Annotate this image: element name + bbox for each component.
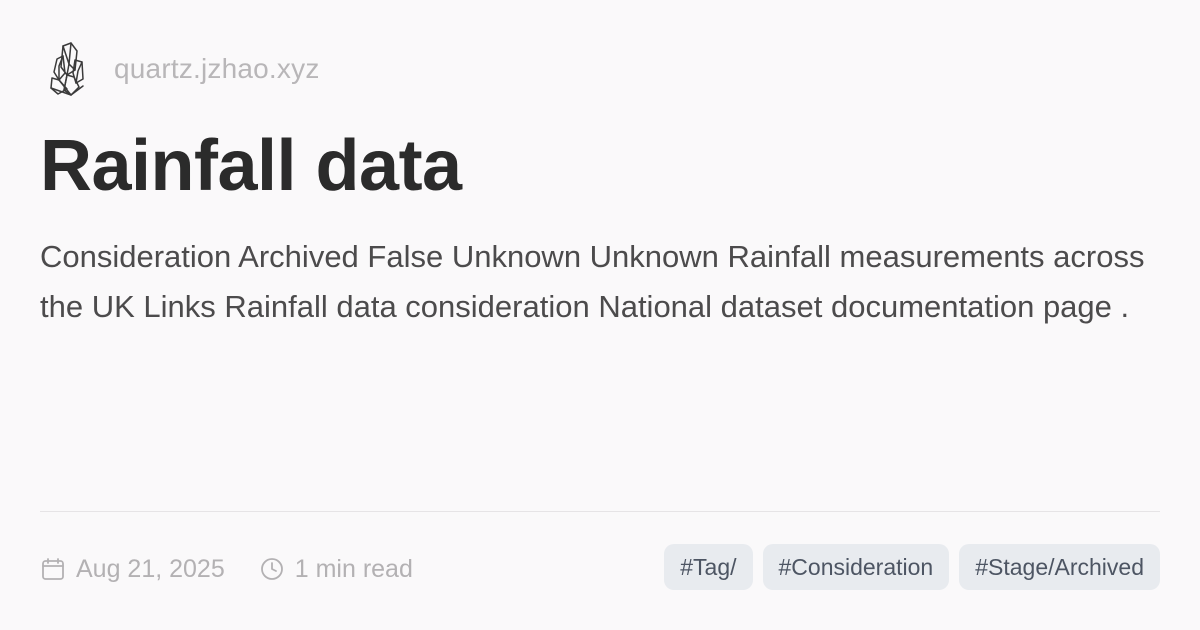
page-date: Aug 21, 2025 — [76, 554, 225, 583]
calendar-icon — [40, 556, 66, 582]
date-meta: Aug 21, 2025 — [40, 555, 225, 584]
tag-list: #Tag/ #Consideration #Stage/Archived — [664, 544, 1160, 590]
tag-consideration[interactable]: #Consideration — [762, 544, 950, 590]
page-meta: Aug 21, 2025 1 min read — [40, 548, 413, 590]
tag-stage-archived[interactable]: #Stage/Archived — [959, 544, 1160, 590]
page-description: Consideration Archived False Unknown Unk… — [40, 239, 1145, 324]
clock-icon — [259, 556, 285, 582]
site-url[interactable]: quartz.jzhao.xyz — [114, 53, 320, 84]
divider — [40, 511, 1160, 512]
crystal-cluster-icon[interactable] — [44, 40, 92, 98]
page-title: Rainfall data — [40, 126, 462, 206]
tag-tag[interactable]: #Tag/ — [664, 544, 753, 590]
site-header: quartz.jzhao.xyz — [44, 40, 320, 98]
reading-time: 1 min read — [294, 554, 413, 583]
reading-time-meta: 1 min read — [259, 555, 413, 584]
